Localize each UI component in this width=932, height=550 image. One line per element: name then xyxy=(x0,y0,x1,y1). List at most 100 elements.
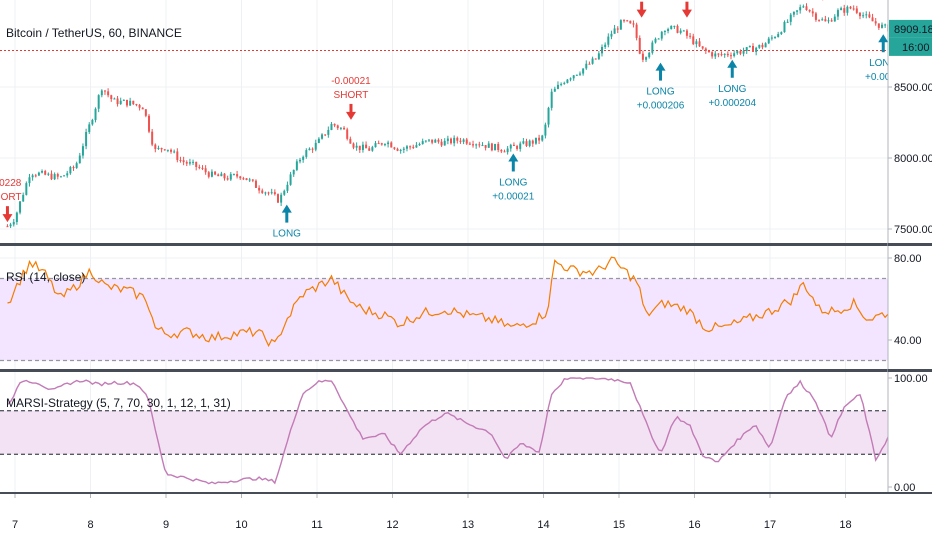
candle-body xyxy=(802,6,805,8)
candle-body xyxy=(280,194,283,203)
candle-body xyxy=(601,46,604,54)
candle-body xyxy=(188,162,191,164)
candle-body xyxy=(113,98,116,100)
candle-body xyxy=(720,54,723,56)
candle-body xyxy=(374,143,377,148)
time-axis-label: 15 xyxy=(613,519,625,531)
candle-body xyxy=(745,47,748,52)
candle-body xyxy=(818,19,821,21)
panel-separator xyxy=(888,243,932,246)
candle-body xyxy=(657,38,660,40)
candle-body xyxy=(717,53,720,55)
time-axis-label: 17 xyxy=(764,519,776,531)
candle-body xyxy=(393,147,396,149)
candle-body xyxy=(585,63,588,69)
candle-body xyxy=(726,53,729,56)
candle-body xyxy=(53,174,56,180)
candle-body xyxy=(330,123,333,130)
long-signal-label: LONG xyxy=(646,87,675,98)
candle-body xyxy=(519,143,522,149)
candle-body xyxy=(569,78,572,80)
candle-body xyxy=(871,17,874,22)
short-signal: -0.00021 SHORT xyxy=(331,76,371,120)
candle-body xyxy=(327,129,330,135)
candle-body xyxy=(157,147,160,149)
candle-body xyxy=(103,90,106,92)
candle-body xyxy=(31,175,34,178)
candle-body xyxy=(245,178,248,181)
panel-separator xyxy=(888,492,932,494)
candle-body xyxy=(516,145,519,149)
candle-body xyxy=(361,144,364,150)
candle-body xyxy=(475,144,478,146)
candle-body xyxy=(673,25,676,27)
candle-body xyxy=(880,24,883,28)
candle-body xyxy=(783,21,786,33)
rsi-tick-label: 40.00 xyxy=(894,335,922,347)
panel-separator xyxy=(0,492,932,494)
candle-body xyxy=(81,146,84,156)
candle-body xyxy=(63,175,66,177)
candle-body xyxy=(556,84,559,89)
candle-body xyxy=(412,146,415,148)
candle-body xyxy=(248,179,251,181)
candle-body xyxy=(503,151,506,153)
candle-body xyxy=(261,190,264,193)
short-signal-label: HORT xyxy=(0,192,22,203)
candle-body xyxy=(122,99,125,101)
candle-body xyxy=(110,95,113,100)
candle-body xyxy=(862,15,865,17)
candle-body xyxy=(453,137,456,144)
candle-body xyxy=(135,104,138,106)
candle-body xyxy=(44,171,47,175)
candle-body xyxy=(371,147,374,151)
candle-body xyxy=(56,174,59,177)
candle-body xyxy=(777,34,780,38)
candle-body xyxy=(544,124,547,136)
candle-body xyxy=(685,30,688,36)
price-tick-label: 8500.00 xyxy=(894,82,932,94)
candle-body xyxy=(232,174,235,176)
candle-body xyxy=(276,194,279,203)
candle-body xyxy=(75,163,78,168)
candle-body xyxy=(638,37,641,54)
candle-body xyxy=(192,161,195,163)
candle-body xyxy=(792,11,795,15)
candle-body xyxy=(217,174,220,177)
candle-body xyxy=(824,19,827,22)
candle-body xyxy=(365,144,368,149)
candle-body xyxy=(402,148,405,150)
candle-body xyxy=(380,143,383,145)
candle-body xyxy=(390,142,393,148)
candle-body xyxy=(289,174,292,185)
candle-body xyxy=(733,53,736,57)
candle-body xyxy=(251,179,254,181)
rsi-band xyxy=(0,278,888,361)
time-axis-label: 18 xyxy=(839,519,851,531)
candle-body xyxy=(522,141,525,144)
candle-body xyxy=(651,42,654,53)
candle-body xyxy=(415,145,418,148)
candle-body xyxy=(572,75,575,79)
candle-body xyxy=(868,14,871,18)
candle-body xyxy=(707,50,710,53)
candle-body xyxy=(239,176,242,179)
candle-body xyxy=(431,139,434,143)
candle-body xyxy=(107,91,110,96)
candle-body xyxy=(836,10,839,17)
price-scale xyxy=(888,0,932,550)
long-arrow-head xyxy=(727,59,738,68)
short-signal: SHORT xyxy=(636,1,647,18)
marsi-line xyxy=(7,377,889,485)
candle-body xyxy=(852,8,855,10)
candle-body xyxy=(472,144,475,146)
candle-body xyxy=(358,145,361,150)
candle-body xyxy=(321,134,324,139)
candle-body xyxy=(849,6,852,9)
candle-body xyxy=(242,178,245,180)
time-axis-label: 8 xyxy=(87,519,93,531)
short-signal xyxy=(822,0,824,1)
candle-body xyxy=(59,176,62,178)
candle-body xyxy=(742,51,745,54)
candle-body xyxy=(324,134,327,136)
